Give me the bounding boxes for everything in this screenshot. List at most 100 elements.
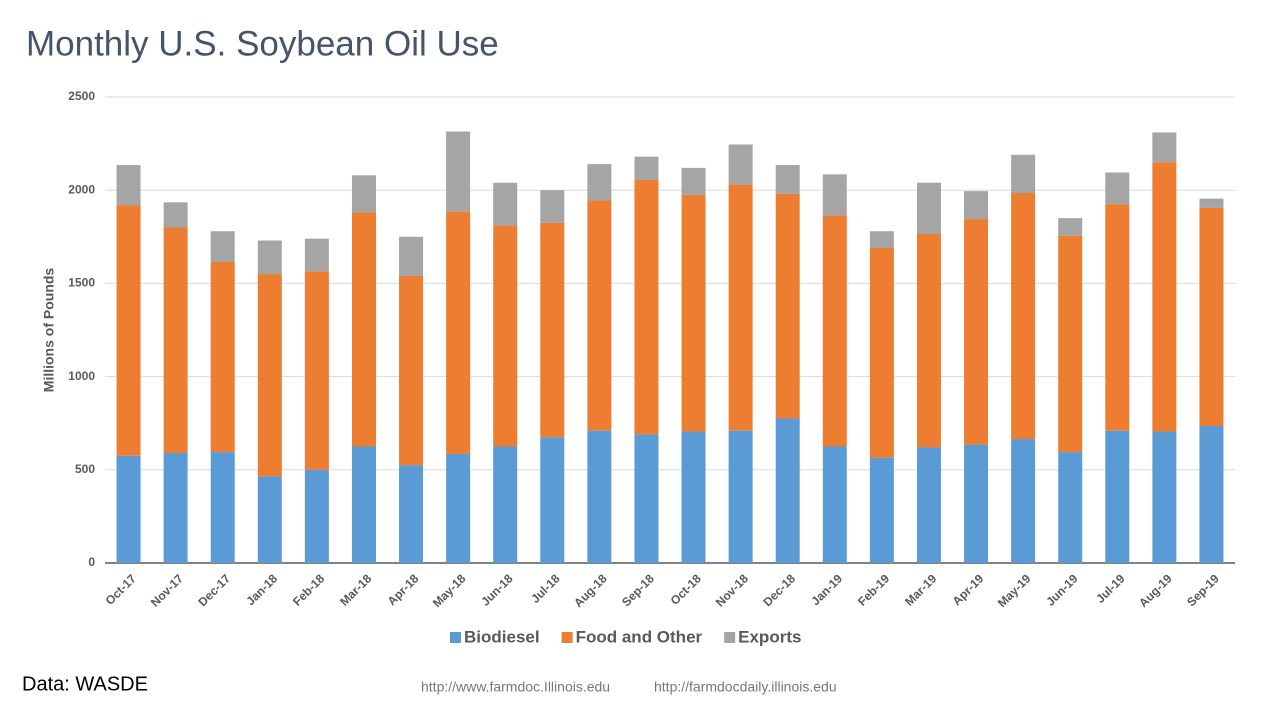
bar-segment	[210, 261, 235, 453]
bar-segment	[775, 418, 800, 563]
bar-segment	[304, 238, 329, 272]
bar-segment	[163, 202, 188, 228]
y-tick-label: 2500	[68, 89, 95, 103]
bar-segment	[1199, 198, 1224, 208]
x-tick-label: Jan-19	[808, 571, 845, 608]
bar-segment	[775, 165, 800, 194]
link: http://farmdocdaily.illinois.edu	[654, 679, 837, 695]
source: Data: WASDE	[22, 673, 148, 695]
x-tick-label: Feb-19	[855, 571, 892, 608]
bar-segment	[540, 437, 565, 563]
bar-segment	[304, 469, 329, 563]
bar-segment	[446, 453, 471, 563]
bar-segment	[1105, 430, 1130, 563]
bar-segment	[399, 465, 424, 563]
bar-segment	[916, 182, 941, 235]
bar-segment	[587, 200, 612, 431]
y-tick-label: 1500	[68, 276, 95, 290]
bar-segment	[1058, 218, 1083, 236]
bar-segment	[916, 447, 941, 563]
y-tick-label: 2000	[68, 182, 95, 196]
bar-segment	[1011, 154, 1036, 193]
bar-segment	[116, 455, 141, 563]
x-tick-label: Feb-18	[290, 571, 327, 608]
x-tick-label: Jul-18	[528, 571, 563, 606]
bar-segment	[304, 271, 329, 470]
bar-segment	[728, 184, 753, 431]
bar-segment	[634, 179, 659, 435]
link: http://www.farmdoc.Illinois.edu	[421, 679, 610, 695]
y-tick-label: 0	[88, 555, 95, 569]
bar-segment	[116, 205, 141, 456]
bar-segment	[1152, 431, 1177, 563]
x-tick-label: May-19	[995, 571, 1034, 610]
bar-segment	[1011, 192, 1036, 440]
bar-segment	[822, 174, 847, 216]
bar-segment	[916, 234, 941, 448]
bar-segment	[1152, 162, 1177, 432]
bar-segment	[1058, 235, 1083, 453]
bar-segment	[587, 164, 612, 201]
x-tick-label: Jun-19	[1043, 571, 1080, 608]
legend-swatch	[450, 632, 461, 643]
bar-segment	[210, 231, 235, 262]
bar-segment	[775, 193, 800, 419]
bar-segment	[869, 247, 894, 458]
bar-segment	[822, 215, 847, 447]
y-tick-label: 500	[75, 462, 95, 476]
bar-segment	[1011, 439, 1036, 563]
bar-segment	[681, 167, 706, 195]
bar-segment	[728, 144, 753, 185]
legend-label: Biodiesel	[464, 627, 540, 646]
x-tick-label: Jul-19	[1093, 571, 1128, 606]
bar-segment	[493, 446, 518, 563]
bar-segment	[681, 431, 706, 563]
bar-segment	[1105, 172, 1130, 205]
bar-segment	[163, 453, 188, 563]
bar-segment	[1152, 132, 1177, 163]
bar-segment	[964, 444, 989, 563]
bar-segment	[351, 212, 376, 447]
x-tick-label: Jun-18	[478, 571, 515, 608]
bar-segment	[257, 240, 282, 275]
bar-segment	[1199, 207, 1224, 426]
bar-segment	[399, 236, 424, 276]
x-tick-label: Jan-18	[243, 571, 280, 608]
x-tick-label: Mar-19	[902, 571, 939, 608]
y-tick-label: 1000	[68, 369, 95, 383]
x-tick-label: Aug-18	[571, 571, 610, 610]
bar-segment	[351, 446, 376, 563]
bar-segment	[964, 191, 989, 220]
x-tick-label: Dec-18	[760, 571, 798, 609]
legend-swatch	[561, 632, 573, 643]
bar-segment	[163, 227, 188, 454]
bar-segment	[1199, 425, 1224, 563]
bar-segment	[869, 457, 894, 563]
bar-segment	[634, 434, 659, 563]
bar-segment	[634, 156, 659, 180]
bar-segment	[869, 231, 894, 248]
y-axis-label: Millions of Pounds	[41, 268, 57, 393]
legend-swatch	[724, 632, 736, 643]
bar-segment	[822, 446, 847, 563]
bar-segment	[399, 275, 424, 466]
bar-segment	[210, 452, 235, 563]
bar-segment	[257, 274, 282, 477]
legend-label: Food and Other	[576, 627, 703, 646]
bar-segment	[964, 219, 989, 445]
x-tick-label: Aug-19	[1136, 571, 1175, 610]
bar-segment	[587, 430, 612, 563]
bar-segment	[728, 430, 753, 563]
x-tick-label: Dec-17	[195, 571, 233, 609]
x-tick-label: Apr-19	[950, 571, 987, 608]
x-tick-label: Apr-18	[385, 571, 422, 608]
bar-segment	[257, 476, 282, 563]
x-tick-label: Oct-18	[668, 571, 705, 608]
bar-segment	[540, 190, 565, 223]
bar-segment	[446, 131, 471, 212]
x-tick-label: Oct-17	[103, 571, 140, 608]
legend-label: Exports	[738, 627, 801, 646]
bar-segment	[446, 211, 471, 454]
bar-segment	[493, 225, 518, 447]
bar-segment	[116, 165, 141, 206]
